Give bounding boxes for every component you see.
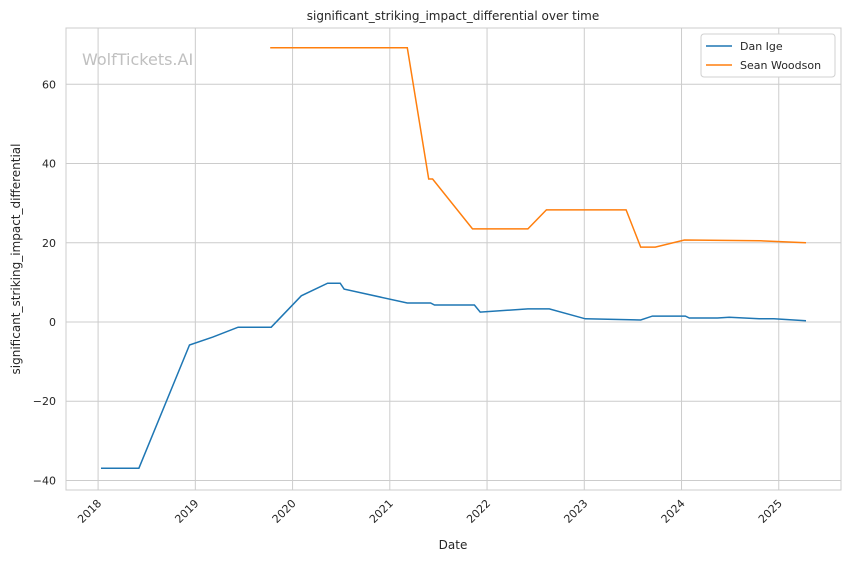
y-tick-label: 40 bbox=[42, 158, 56, 171]
x-tick-label: 2021 bbox=[367, 497, 396, 526]
series-line-sean-woodson bbox=[270, 47, 807, 248]
x-tick-label: 2019 bbox=[172, 497, 201, 526]
tick-labels: 2018 2019 2020 2021 2022 2023 2024 2025 −40 −20 0 2… bbox=[33, 78, 785, 526]
legend: Dan Ige Sean Woodson bbox=[700, 33, 836, 78]
y-tick-label: −40 bbox=[33, 474, 56, 487]
y-tick-label: 60 bbox=[42, 78, 56, 91]
legend-label-dan-ige: Dan Ige bbox=[740, 40, 783, 53]
x-tick-label: 2023 bbox=[561, 497, 590, 526]
x-tick-label: 2020 bbox=[270, 497, 299, 526]
series-line-dan-ige bbox=[101, 282, 807, 469]
x-axis-label: Date bbox=[439, 538, 468, 552]
plot-frame bbox=[65, 27, 842, 491]
x-tick-label: 2018 bbox=[75, 497, 104, 526]
x-tick-label: 2024 bbox=[659, 497, 688, 526]
y-axis-label: significant_striking_impact_differential bbox=[9, 144, 23, 375]
y-tick-label: 20 bbox=[42, 237, 56, 250]
chart-title: significant_striking_impact_differential… bbox=[307, 9, 599, 23]
grid bbox=[66, 28, 841, 490]
y-tick-label: 0 bbox=[49, 316, 56, 329]
x-tick-label: 2025 bbox=[756, 497, 785, 526]
x-tick-label: 2022 bbox=[464, 497, 493, 526]
watermark: WolfTickets.AI bbox=[82, 50, 193, 69]
series-lines bbox=[101, 47, 807, 469]
legend-label-sean-woodson: Sean Woodson bbox=[740, 59, 821, 72]
y-tick-label: −20 bbox=[33, 395, 56, 408]
